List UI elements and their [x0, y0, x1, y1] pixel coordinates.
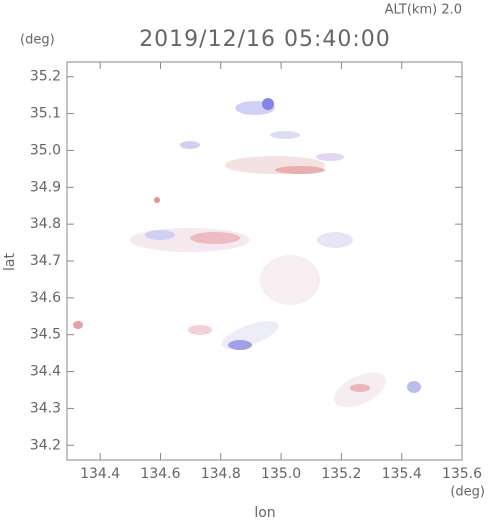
echo-field — [73, 98, 421, 408]
plot-frame — [66, 61, 463, 461]
echo — [188, 325, 212, 335]
echo — [221, 321, 279, 349]
x-label: lon — [254, 505, 275, 521]
chart-title: 2019/12/16 05:40:00 — [139, 27, 391, 52]
echo — [73, 321, 83, 329]
echo — [316, 153, 344, 161]
y-tick-label: 34.2 — [30, 437, 61, 453]
y-label: lat — [2, 253, 18, 271]
y-tick-label: 34.6 — [30, 290, 61, 306]
y-tick-label: 35.2 — [30, 69, 61, 85]
y-tick-label: 35.1 — [30, 106, 61, 122]
y-tick-label: 34.4 — [30, 364, 61, 380]
x-tick-label: 134.8 — [201, 466, 241, 482]
echo — [262, 98, 274, 110]
echo — [154, 197, 160, 203]
y-tick-label: 34.9 — [30, 179, 61, 195]
y-tick-label: 34.7 — [30, 253, 61, 269]
y-unit: (deg) — [20, 33, 55, 48]
x-tick-label: 135.4 — [382, 466, 422, 482]
echo — [145, 230, 175, 240]
echo — [270, 131, 300, 139]
altitude-label: ALT(km) 2.0 — [385, 3, 462, 18]
x-tick-label: 135.2 — [321, 466, 361, 482]
y-tick-label: 35.0 — [30, 142, 61, 158]
y-tick-label: 34.5 — [30, 327, 61, 343]
x-unit: (deg) — [450, 485, 485, 500]
echo — [228, 340, 252, 350]
x-tick-label: 134.4 — [80, 466, 120, 482]
echo — [260, 255, 320, 305]
y-tick-label: 34.3 — [30, 400, 61, 416]
y-tick-label: 34.8 — [30, 216, 61, 232]
echo — [180, 141, 200, 149]
x-tick-label: 135.6 — [442, 466, 482, 482]
x-tick-label: 135.0 — [261, 466, 301, 482]
echo — [275, 166, 325, 174]
echo — [190, 232, 240, 244]
x-tick-label: 134.6 — [140, 466, 180, 482]
echo — [317, 232, 353, 248]
echo — [407, 381, 421, 393]
echo — [350, 384, 370, 392]
